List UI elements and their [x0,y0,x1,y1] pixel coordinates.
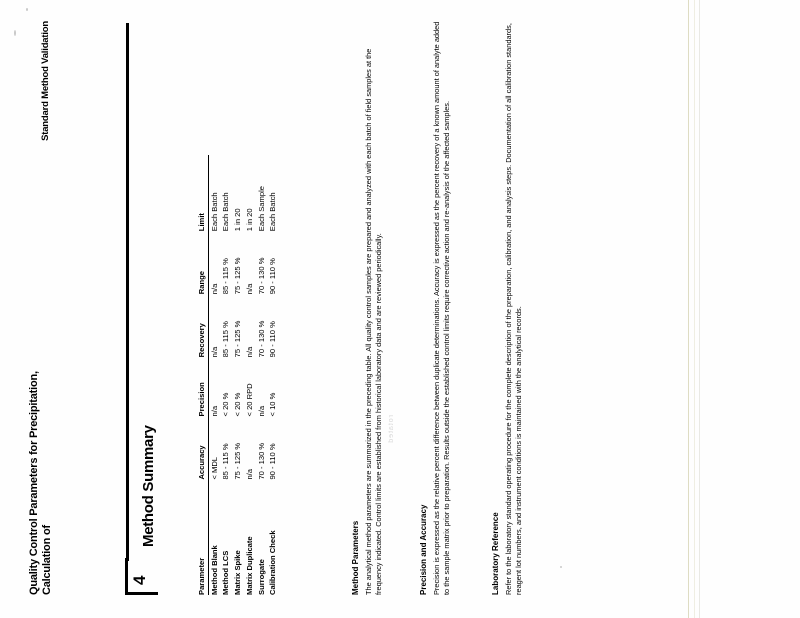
paragraph-heading: Precision and Accuracy [419,504,428,595]
column-header: Range [196,231,209,295]
table-cell: 90 - 110 % [268,321,278,358]
table-cell: 70 - 130 % [256,442,266,480]
table-row: Matrix Duplicate n/a < 20 RPD n/a n/a 1 … [244,155,256,595]
table-cell: 75 - 125 % [233,442,243,480]
table-cell: 70 - 130 % [256,257,266,295]
table-cell: n/a [244,346,254,358]
table-row: Matrix Spike 75 - 125 % < 20 % 75 - 125 … [233,155,245,595]
table-cell-label: Matrix Duplicate [244,536,254,595]
scan-edge-line [688,0,689,618]
table-cell: n/a [209,283,219,295]
body-paragraph: Precision and Accuracy Precision is expr… [418,17,453,595]
scan-speckle [14,30,16,36]
document-page: Quality Control Parameters for Precipita… [20,9,780,609]
method-summary-table: Parameter Accuracy Precision Recovery Ra… [196,155,280,595]
column-header: Recovery [196,294,209,358]
table-cell: 85 - 115 % [221,321,231,358]
scan-edge-line [694,0,695,618]
table-cell: Each Batch [221,192,231,232]
table-cell: n/a [244,468,254,480]
table-row: Calibration Check 90 - 110 % < 10 % 90 -… [268,155,280,595]
table-cell-label: Calibration Check [268,530,278,595]
section-heading: Method Summary [140,425,157,547]
header-rule [126,23,129,561]
table-cell-label: Method LCS [221,550,231,595]
table-row: Method LCS 85 - 115 % < 20 % 85 - 115 % … [221,155,233,595]
table-cell-label: Matrix Spike [233,550,243,595]
table-cell: < 20 % [233,392,243,417]
header-title-left: Quality Control Parameters for Precipita… [28,371,54,595]
header-title-right: Standard Method Validation [40,21,51,141]
table-cell: 1 in 20 [233,208,243,232]
table-cell-label: Method Blank [209,545,219,595]
column-header: Limit [196,155,209,232]
table-cell: 70 - 130 % [256,320,266,358]
table-cell: 1 in 20 [244,208,254,232]
table-cell: < 20 % [221,392,231,417]
table-cell: n/a [209,405,219,417]
table-cell: Each Batch [268,192,278,232]
body-paragraph: Laboratory Reference Refer to the labora… [490,17,525,595]
column-header: Accuracy [196,416,209,480]
scan-speckle [26,8,28,11]
table-cell: n/a [209,346,219,358]
table-cell: < MDL [209,456,219,480]
page-number: 4 [130,575,149,585]
table-cell: Each Batch [209,192,219,232]
scan-speckle [560,566,562,568]
scan-edge-line [699,0,700,618]
table-cell: 90 - 110 % [268,258,278,295]
paragraph-text: Refer to the laboratory standard operati… [503,23,524,595]
table-row: Method Blank < MDL n/a n/a n/a Each Batc… [209,155,221,595]
paragraph-text: The analytical method parameters are sum… [363,48,384,595]
table-cell-label: Surrogate [256,559,266,595]
table-row: Surrogate 70 - 130 % n/a 70 - 130 % 70 -… [256,155,268,595]
table-header-row: Parameter Accuracy Precision Recovery Ra… [196,155,209,595]
table-cell: 75 - 125 % [233,257,243,295]
table-cell: Each Sample [256,186,266,232]
table-cell: 75 - 125 % [233,320,243,358]
column-header: Precision [196,357,209,417]
body-paragraph: Method Parameters The analytical method … [350,17,385,595]
column-header: Parameter [196,479,209,595]
table-cell: n/a [244,283,254,295]
table-cell: 90 - 110 % [268,443,278,480]
page-number-bracket: 4 [125,558,158,595]
paragraph-heading: Method Parameters [351,520,360,595]
table-cell: 85 - 115 % [221,443,231,480]
table-cell: n/a [256,405,266,417]
paragraph-text: Precision is expressed as the relative p… [431,21,452,595]
table-cell: < 10 % [268,392,278,417]
paragraph-heading: Laboratory Reference [491,512,500,595]
table-cell: < 20 RPD [244,383,254,417]
table-cell: 85 - 115 % [221,258,231,295]
